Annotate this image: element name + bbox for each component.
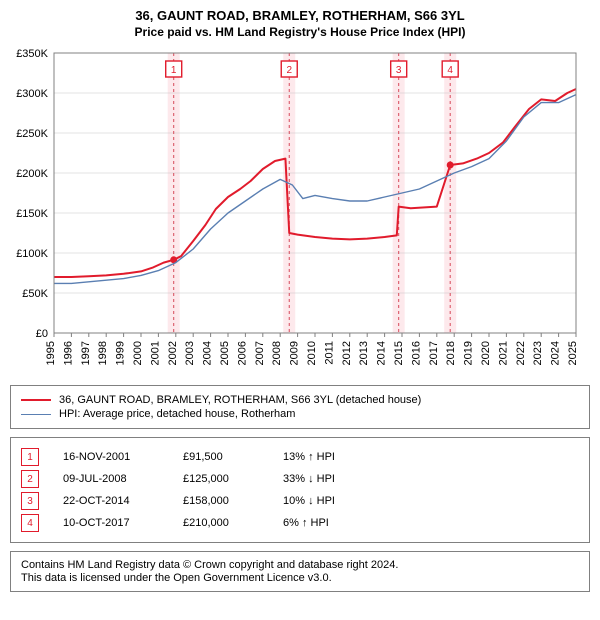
svg-text:2: 2 <box>286 65 292 76</box>
legend-swatch <box>21 414 51 415</box>
transaction-price: £158,000 <box>183 495 283 507</box>
legend-row: 36, GAUNT ROAD, BRAMLEY, ROTHERHAM, S66 … <box>21 394 579 406</box>
transaction-marker: 1 <box>21 448 39 466</box>
transaction-delta: 10% ↓ HPI <box>283 495 403 507</box>
svg-text:2024: 2024 <box>550 341 562 365</box>
svg-text:2021: 2021 <box>497 341 509 365</box>
svg-text:2001: 2001 <box>149 341 161 365</box>
svg-text:2010: 2010 <box>306 341 318 365</box>
svg-text:3: 3 <box>396 65 402 76</box>
transaction-marker: 2 <box>21 470 39 488</box>
svg-text:2022: 2022 <box>515 341 527 365</box>
svg-text:£250K: £250K <box>16 128 48 140</box>
credits-box: Contains HM Land Registry data © Crown c… <box>10 551 590 592</box>
transaction-row: 4 10-OCT-2017£210,0006% ↑ HPI <box>21 514 579 532</box>
svg-text:£200K: £200K <box>16 168 48 180</box>
svg-text:1995: 1995 <box>45 341 57 365</box>
svg-text:2025: 2025 <box>567 341 579 365</box>
transaction-price: £210,000 <box>183 517 283 529</box>
svg-text:2016: 2016 <box>410 341 422 365</box>
credits-line: Contains HM Land Registry data © Crown c… <box>21 559 579 571</box>
page-title: 36, GAUNT ROAD, BRAMLEY, ROTHERHAM, S66 … <box>10 8 590 23</box>
transaction-row: 3 22-OCT-2014£158,00010% ↓ HPI <box>21 492 579 510</box>
svg-text:2008: 2008 <box>271 341 283 365</box>
legend-row: HPI: Average price, detached house, Roth… <box>21 408 579 420</box>
transaction-date: 10-OCT-2017 <box>63 517 183 529</box>
svg-text:2015: 2015 <box>393 341 405 365</box>
svg-text:2014: 2014 <box>376 341 388 365</box>
svg-text:2003: 2003 <box>184 341 196 365</box>
legend-swatch <box>21 399 51 401</box>
transaction-marker: 3 <box>21 492 39 510</box>
svg-text:£300K: £300K <box>16 88 48 100</box>
svg-text:1999: 1999 <box>115 341 127 365</box>
svg-text:1998: 1998 <box>97 341 109 365</box>
transaction-row: 2 09-JUL-2008£125,00033% ↓ HPI <box>21 470 579 488</box>
svg-text:2005: 2005 <box>219 341 231 365</box>
transaction-price: £91,500 <box>183 451 283 463</box>
svg-text:1996: 1996 <box>62 341 74 365</box>
svg-text:£50K: £50K <box>22 288 48 300</box>
legend-label: HPI: Average price, detached house, Roth… <box>59 408 295 420</box>
svg-text:£350K: £350K <box>16 48 48 60</box>
legend-box: 36, GAUNT ROAD, BRAMLEY, ROTHERHAM, S66 … <box>10 385 590 429</box>
svg-text:2023: 2023 <box>532 341 544 365</box>
svg-text:2006: 2006 <box>236 341 248 365</box>
svg-text:4: 4 <box>447 65 453 76</box>
transaction-row: 1 16-NOV-2001£91,50013% ↑ HPI <box>21 448 579 466</box>
svg-text:2009: 2009 <box>289 341 301 365</box>
svg-text:2004: 2004 <box>202 341 214 365</box>
transaction-marker: 4 <box>21 514 39 532</box>
svg-text:2012: 2012 <box>341 341 353 365</box>
transaction-date: 22-OCT-2014 <box>63 495 183 507</box>
svg-text:1997: 1997 <box>80 341 92 365</box>
svg-text:2007: 2007 <box>254 341 266 365</box>
transaction-delta: 13% ↑ HPI <box>283 451 403 463</box>
svg-text:2011: 2011 <box>323 341 335 365</box>
svg-text:2000: 2000 <box>132 341 144 365</box>
transaction-date: 16-NOV-2001 <box>63 451 183 463</box>
svg-text:£150K: £150K <box>16 208 48 220</box>
transaction-price: £125,000 <box>183 473 283 485</box>
svg-text:£100K: £100K <box>16 248 48 260</box>
transaction-delta: 6% ↑ HPI <box>283 517 403 529</box>
svg-text:1: 1 <box>171 65 177 76</box>
svg-text:2018: 2018 <box>445 341 457 365</box>
svg-text:2013: 2013 <box>358 341 370 365</box>
svg-text:2020: 2020 <box>480 341 492 365</box>
legend-label: 36, GAUNT ROAD, BRAMLEY, ROTHERHAM, S66 … <box>59 394 421 406</box>
page-subtitle: Price paid vs. HM Land Registry's House … <box>10 25 590 39</box>
chart-svg: £0 £50K £100K £150K £200K £250K £300K £350K 1 2 3 4… <box>10 47 582 377</box>
credits-line: This data is licensed under the Open Gov… <box>21 572 579 584</box>
svg-text:2017: 2017 <box>428 341 440 365</box>
transaction-delta: 33% ↓ HPI <box>283 473 403 485</box>
transactions-box: 1 16-NOV-2001£91,50013% ↑ HPI 2 09-JUL-2008… <box>10 437 590 543</box>
svg-text:2002: 2002 <box>167 341 179 365</box>
transaction-date: 09-JUL-2008 <box>63 473 183 485</box>
svg-text:£0: £0 <box>36 328 48 340</box>
svg-text:2019: 2019 <box>463 341 475 365</box>
